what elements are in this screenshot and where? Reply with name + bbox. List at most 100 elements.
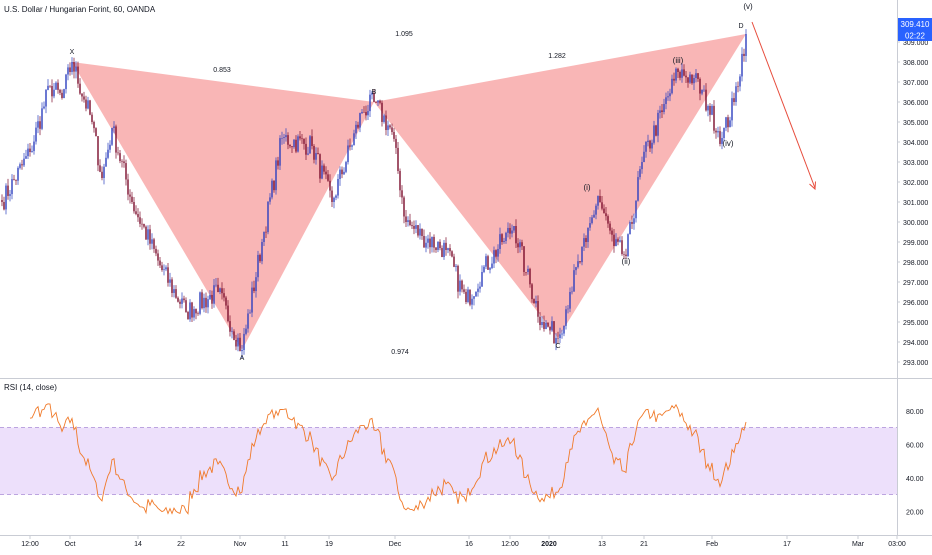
candle [711,103,713,116]
candle [701,89,703,96]
candle [255,271,257,298]
candle [587,227,589,248]
candle [279,135,281,171]
candle [533,298,535,304]
rsi-axis[interactable]: 20.00 40.00 60.00 80.00 [906,409,924,517]
candle [283,133,285,144]
candle [55,81,57,90]
candle [99,159,101,173]
candle [341,166,343,179]
candle [671,74,673,95]
candle [525,271,527,276]
candle [259,253,261,263]
time-tick-label: Oct [65,541,76,548]
candle [1,194,3,207]
candle [219,287,221,295]
candle [211,290,213,309]
candle [407,216,409,227]
candle [483,264,485,274]
rsi-tick-label: 20.00 [906,509,924,516]
candle [583,233,585,252]
candle [443,240,445,260]
candle [597,195,599,210]
candle [581,246,583,266]
candle [103,163,105,185]
candle [595,203,597,220]
candle [195,308,197,320]
candle [311,129,313,150]
candle [543,315,545,332]
candle [31,145,33,153]
candle [603,204,605,214]
candle [691,74,693,85]
price-tick-label: 296.000 [903,300,928,307]
candle [165,265,167,272]
candle [251,281,253,318]
candle [651,139,653,154]
candle [421,228,423,240]
candle [611,227,613,242]
candle [201,289,203,310]
candle [523,246,525,276]
candle [627,233,629,258]
candle [111,127,113,146]
candle [423,229,425,248]
candle [459,274,461,296]
candle [129,189,131,204]
candle [5,183,7,215]
price-axis[interactable]: 293.000 294.000 295.000 296.000 297.000 298.0… [897,20,928,367]
candle [665,92,667,110]
time-tick-label: Feb [706,541,718,548]
candle [573,264,575,292]
candle [371,90,373,100]
candle [289,144,291,149]
candle [589,217,591,231]
candle [455,263,457,272]
time-tick-label: 2020 [541,541,557,548]
candle [245,324,247,336]
candle [257,250,259,282]
candle [333,196,335,209]
candle [555,333,557,351]
candle [599,189,601,203]
time-tick-label: Mar [852,541,865,548]
candle [369,89,371,118]
candle [131,191,133,204]
candle [61,89,63,100]
symbol-title[interactable]: U.S. Dollar / Hungarian Forint, 60, OAND… [4,5,156,14]
candle [365,105,367,121]
candle [231,327,233,339]
candle [677,67,679,78]
candle [11,174,13,200]
candle [593,210,595,219]
rsi-title[interactable]: RSI (14, close) [4,383,57,392]
wave-label-iii: (iii) [673,56,684,65]
candle [335,194,337,201]
candle [649,139,651,152]
countdown-value: 02:22 [905,32,926,41]
xab-triangle [72,62,374,350]
time-tick-label: 14 [134,541,142,548]
candle [683,64,685,77]
candle [183,295,185,303]
candle [387,120,389,137]
time-tick-label: 19 [325,541,333,548]
candle [143,223,145,229]
candle [117,146,119,156]
candle [559,327,561,344]
candle [501,233,503,245]
candle [715,128,717,139]
candle [163,264,165,276]
candle [325,166,327,180]
wave-label-iv: (iv) [722,139,733,148]
candle [207,295,209,314]
candle [347,139,349,165]
wave-label-v: (v) [743,2,753,11]
price-tick-label: 309.000 [903,40,928,47]
countdown-badge: 02:22 [898,30,932,41]
last-price-value: 309.410 [901,20,930,29]
candle [661,104,663,118]
time-axis[interactable]: 12:00 Oct 14 22 Nov 11 19 Dec 16 12:00 2020 13 21 Feb… [21,536,906,548]
candle [373,89,375,103]
candle [145,225,147,240]
